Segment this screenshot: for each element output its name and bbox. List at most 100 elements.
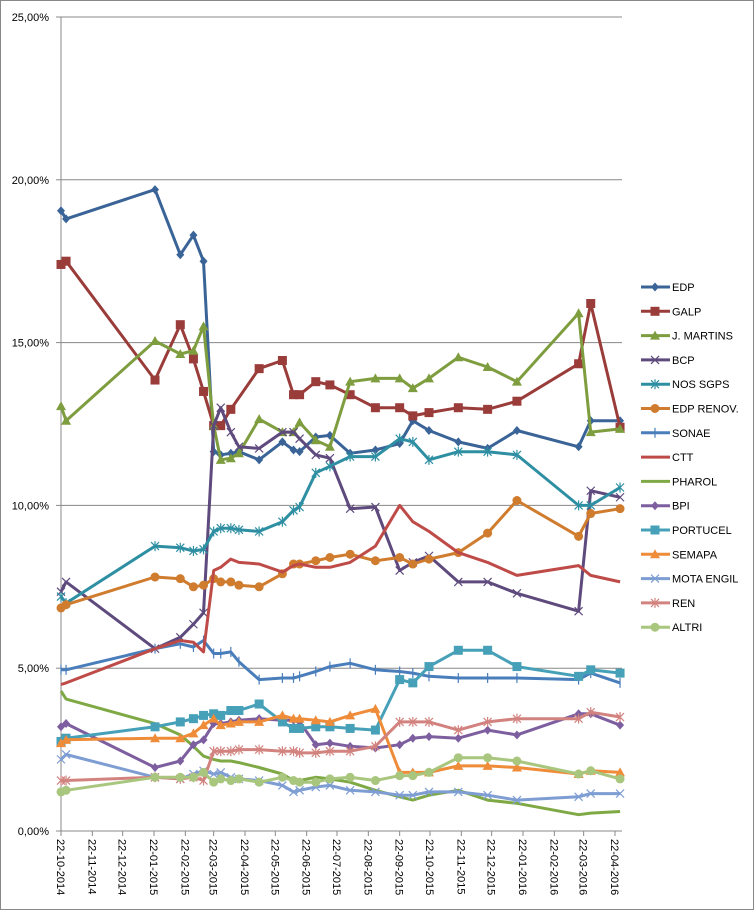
nos-sgps-point-marker bbox=[408, 436, 418, 447]
legend-nos-sgps-point-marker bbox=[650, 379, 660, 390]
legend-item-nos-sgps: NOS SGPS bbox=[641, 379, 729, 391]
mota-engil-point-marker bbox=[408, 790, 418, 800]
portucel-point-marker bbox=[345, 723, 355, 733]
legend-edp-renov-point-marker bbox=[650, 404, 660, 413]
portucel-point-marker bbox=[453, 645, 463, 655]
series-bcp bbox=[56, 403, 625, 654]
bcp-point-marker bbox=[453, 577, 463, 587]
nos-sgps-point-marker bbox=[295, 502, 305, 513]
y-tick-label: 15,00% bbox=[12, 338, 50, 350]
nos-sgps-point-marker bbox=[216, 523, 226, 534]
edp-renov-point-marker bbox=[175, 574, 185, 584]
j-martins-point-marker bbox=[198, 321, 209, 331]
x-tick-label: 22-03-2016 bbox=[577, 839, 589, 895]
edp-renov-point-marker bbox=[311, 556, 321, 566]
portucel-point-marker bbox=[311, 722, 321, 732]
j-martins-point-marker bbox=[215, 454, 226, 464]
semapa-point-marker bbox=[294, 713, 305, 723]
j-martins-point-marker bbox=[573, 308, 584, 318]
bcp-point-marker bbox=[277, 427, 287, 437]
legend-label: EDP RENOV. bbox=[672, 404, 739, 416]
altri-point-marker bbox=[408, 771, 418, 781]
bcp-point-marker bbox=[216, 403, 226, 413]
galp-point-marker bbox=[512, 396, 522, 406]
portucel-point-marker bbox=[325, 722, 335, 732]
semapa-point-marker bbox=[175, 733, 186, 743]
j-martins-point-marker bbox=[294, 417, 305, 427]
legend-item-ctt: CTT bbox=[641, 452, 694, 464]
portucel-point-marker bbox=[615, 668, 625, 678]
bcp-point-marker bbox=[370, 502, 380, 512]
altri-point-marker bbox=[226, 776, 236, 786]
series-portucel bbox=[56, 645, 625, 746]
edp-point-marker bbox=[574, 442, 583, 452]
portucel-point-marker bbox=[188, 714, 198, 724]
edp-renov-point-marker bbox=[586, 509, 596, 519]
ren-point-marker bbox=[216, 746, 226, 757]
galp-point-marker bbox=[295, 390, 305, 400]
legend-label: SEMAPA bbox=[672, 549, 718, 561]
x-tick-label: 22-01-2015 bbox=[147, 839, 159, 895]
bpi-point-marker bbox=[189, 740, 198, 750]
edp-point-marker bbox=[512, 426, 521, 436]
edp-renov-point-marker bbox=[61, 600, 71, 610]
mota-engil-point-marker bbox=[295, 785, 305, 795]
bcp-point-marker bbox=[395, 566, 405, 575]
altri-point-marker bbox=[453, 753, 463, 763]
ren-point-marker bbox=[234, 744, 244, 755]
nos-sgps-point-marker bbox=[234, 524, 244, 535]
bcp-point-marker bbox=[61, 577, 71, 587]
bcp-point-marker bbox=[189, 619, 198, 629]
semapa-point-marker bbox=[61, 734, 72, 744]
series-pharol bbox=[59, 690, 621, 817]
semapa-point-marker bbox=[482, 760, 493, 770]
nos-sgps-point-marker bbox=[453, 446, 463, 457]
portucel-point-marker bbox=[289, 723, 299, 733]
j-martins-point-marker bbox=[310, 435, 321, 445]
ren-point-marker bbox=[453, 725, 463, 736]
j-martins-point-marker bbox=[453, 352, 464, 362]
bcp-point-marker bbox=[615, 492, 625, 502]
legend-portucel-point-marker bbox=[650, 525, 660, 535]
legend-label: PHAROL bbox=[672, 476, 717, 488]
edp-point-marker bbox=[189, 230, 198, 240]
mota-engil-point-marker bbox=[61, 750, 71, 759]
ren-point-marker bbox=[289, 746, 298, 757]
altri-point-marker bbox=[277, 772, 287, 782]
edp-point-marker bbox=[289, 445, 298, 455]
ren-point-marker bbox=[226, 746, 236, 757]
altri-point-marker bbox=[395, 771, 405, 781]
galp-point-marker bbox=[289, 390, 299, 400]
portucel-point-marker bbox=[226, 706, 236, 716]
j-martins-point-marker bbox=[345, 376, 356, 386]
altri-point-marker bbox=[615, 774, 625, 784]
galp-point-marker bbox=[61, 256, 71, 266]
legend-item-galp: GALP bbox=[641, 306, 701, 318]
portucel-point-marker bbox=[574, 671, 584, 681]
legend-item-semapa: SEMAPA bbox=[641, 549, 718, 561]
portucel-point-marker bbox=[424, 662, 434, 672]
bcp-point-marker bbox=[483, 577, 493, 587]
galp-point-marker bbox=[586, 299, 596, 309]
semapa-point-marker bbox=[345, 710, 356, 720]
edp-renov-point-marker bbox=[370, 556, 380, 566]
portucel-point-marker bbox=[254, 699, 264, 709]
j-martins-point-marker bbox=[407, 383, 418, 393]
altri-point-marker bbox=[188, 772, 198, 782]
semapa-point-marker bbox=[198, 720, 209, 730]
y-tick-label: 0,00% bbox=[18, 826, 49, 838]
altri-point-marker bbox=[209, 777, 219, 787]
edp-renov-point-marker bbox=[216, 577, 226, 587]
bcp-point-marker bbox=[512, 588, 522, 598]
galp-point-marker bbox=[370, 403, 380, 413]
legend-edp-point-marker bbox=[651, 282, 659, 292]
nos-sgps-point-marker bbox=[254, 526, 264, 537]
series-galp bbox=[56, 256, 625, 432]
legend-label: ALTRI bbox=[672, 622, 702, 634]
legend-semapa-point-marker bbox=[650, 549, 660, 559]
series-line-galp bbox=[60, 259, 622, 428]
bpi-point-marker bbox=[311, 740, 320, 750]
semapa-point-marker bbox=[254, 716, 265, 726]
mota-engil-point-marker bbox=[345, 785, 355, 795]
galp-point-marker bbox=[254, 364, 264, 374]
